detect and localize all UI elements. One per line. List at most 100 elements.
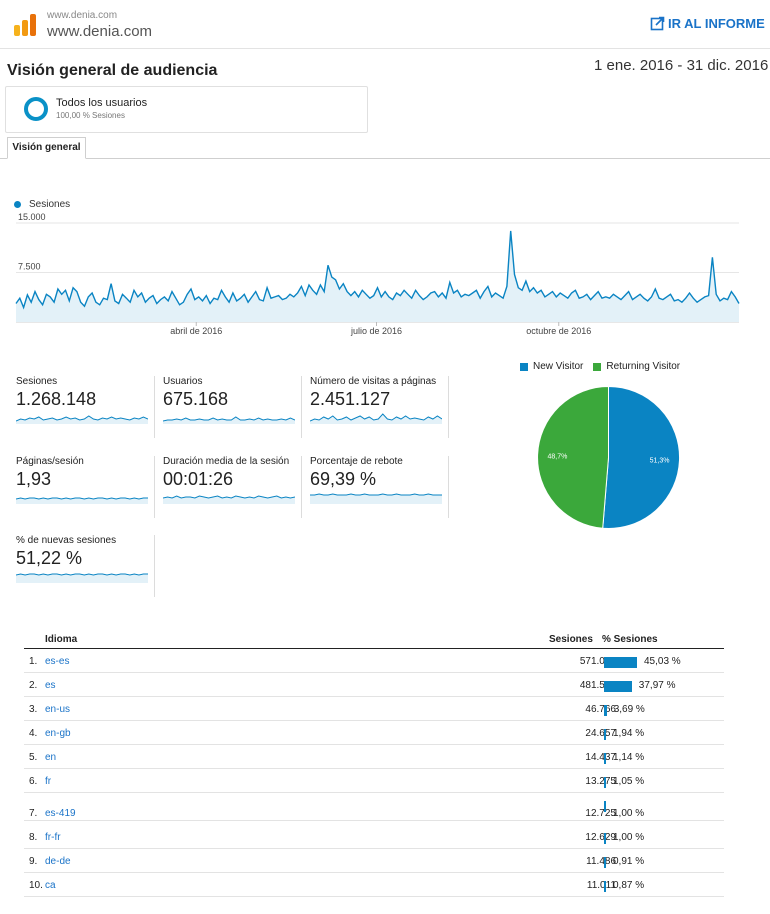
row-language-link[interactable]: ca: [45, 880, 56, 891]
metric-value: 00:01:26: [163, 469, 234, 489]
row-share-bar: [604, 681, 632, 692]
language-table: Idioma Sesiones % Sesiones 1. es-es 571.00…: [24, 634, 724, 904]
row-pct-sessions: 3,69 %: [613, 704, 645, 715]
header-divider: [0, 48, 770, 49]
metric-card[interactable]: % de nuevas sesiones 51,22 %: [16, 535, 162, 595]
metric-sparkline: [310, 413, 442, 424]
row-pct-sessions: 1,00 %: [613, 808, 645, 819]
table-row: 9. de-de 11.486 0,91 %: [24, 849, 724, 873]
segment-subtitle: 100,00 % Sesiones: [56, 111, 125, 120]
metric-value: 51,22 %: [16, 548, 83, 568]
sparkline-line: [163, 495, 295, 499]
column-header-language[interactable]: Idioma: [45, 634, 78, 645]
pie-legend-new: New Visitor: [520, 361, 583, 372]
column-header-sessions[interactable]: Sesiones: [549, 634, 593, 645]
date-range[interactable]: 1 ene. 2016 - 31 dic. 2016: [594, 57, 769, 74]
row-share-bar: [604, 801, 606, 812]
x-tick-label: abril de 2016: [170, 326, 222, 336]
row-pct-sessions: 1,00 %: [613, 832, 645, 843]
row-language-link[interactable]: es-419: [45, 808, 76, 819]
metric-value: 1,93: [16, 469, 52, 489]
row-rank: 5.: [29, 752, 38, 763]
visitor-type-pie-chart[interactable]: 51,3% 48,7%: [537, 386, 680, 529]
row-divider: [24, 672, 724, 673]
sessions-series-line: [15, 230, 740, 310]
row-divider: [24, 768, 724, 769]
row-sessions: 571.007: [579, 656, 616, 667]
sessions-area-fill: [16, 230, 739, 322]
property-url: www.denia.com: [47, 10, 118, 21]
row-language-link[interactable]: es-es: [45, 656, 70, 667]
row-sessions: 14.437: [585, 752, 616, 763]
row-divider: [24, 820, 724, 821]
segment-ring-icon: [24, 97, 48, 121]
metric-card[interactable]: Usuarios 675.168: [163, 376, 309, 436]
analytics-logo: [14, 14, 36, 36]
tab-overview[interactable]: Visión general: [7, 137, 86, 159]
y-tick-label: 15.000: [18, 212, 46, 222]
row-language-link[interactable]: fr-fr: [45, 832, 61, 843]
metric-divider: [154, 376, 155, 438]
metric-card[interactable]: Número de visitas a páginas 2.451.127: [310, 376, 456, 436]
sparkline-fill: [310, 414, 442, 424]
sessions-line-chart[interactable]: 15.000 7.500 abril de 2016 julio de 2016 oct…: [0, 212, 770, 342]
row-language-link[interactable]: en: [45, 752, 57, 763]
legend-label-returning-visitor: Returning Visitor: [606, 361, 681, 372]
row-rank: 7.: [29, 808, 38, 819]
sparkline-line: [163, 416, 295, 422]
legend-label-new-visitor: New Visitor: [533, 361, 584, 372]
legend-swatch-sesiones: [14, 201, 21, 208]
row-language-link[interactable]: en-us: [45, 704, 71, 715]
row-rank: 8.: [29, 832, 38, 843]
row-language-link[interactable]: es: [45, 680, 56, 691]
legend-swatch-new-visitor: [520, 362, 528, 371]
row-pct-sessions: 0,91 %: [613, 856, 645, 867]
metric-divider: [448, 456, 449, 518]
sparkline-line: [310, 413, 442, 422]
row-pct-sessions: 0,87 %: [613, 880, 645, 891]
pie-slice-new-visitor[interactable]: [602, 386, 680, 529]
row-share-bar: [604, 657, 637, 668]
metric-label: Duración media de la sesión: [163, 456, 290, 467]
row-language-link[interactable]: en-gb: [45, 728, 71, 739]
column-header-pct-sessions[interactable]: % Sesiones: [602, 634, 658, 645]
row-pct-sessions: 1,14 %: [613, 752, 645, 763]
row-divider: [24, 848, 724, 849]
sparkline-line: [310, 493, 442, 496]
row-share-bar: [604, 857, 606, 868]
metric-divider: [154, 456, 155, 518]
metric-divider: [301, 456, 302, 518]
page-title: Visión general de audiencia: [7, 62, 218, 79]
row-sessions: 12.725: [585, 808, 616, 819]
metric-card[interactable]: Sesiones 1.268.148: [16, 376, 162, 436]
row-divider: [24, 696, 724, 697]
row-rank: 1.: [29, 656, 38, 667]
sparkline-line: [16, 497, 148, 500]
table-row: 3. en-us 46.766 3,69 %: [24, 697, 724, 721]
metric-value: 69,39 %: [310, 469, 377, 489]
table-row: 10. ca 11.011 0,87 %: [24, 873, 724, 897]
row-language-link[interactable]: de-de: [45, 856, 71, 867]
row-rank: 6.: [29, 776, 38, 787]
row-divider: [24, 792, 724, 793]
metric-card[interactable]: Páginas/sesión 1,93: [16, 456, 162, 516]
tab-bar-divider: [0, 158, 770, 159]
sparkline-fill: [310, 494, 442, 504]
segment-card[interactable]: [5, 86, 368, 133]
row-rank: 10.: [29, 880, 43, 891]
metric-card[interactable]: Porcentaje de rebote 69,39 %: [310, 456, 456, 516]
pie-slice-returning-visitor[interactable]: [537, 386, 609, 529]
metric-divider: [301, 376, 302, 438]
metric-sparkline: [163, 416, 295, 424]
metric-label: Porcentaje de rebote: [310, 456, 403, 467]
metric-label: Páginas/sesión: [16, 456, 84, 467]
table-row: 5. en 14.437 1,14 %: [24, 745, 724, 769]
row-rank: 9.: [29, 856, 38, 867]
metric-card[interactable]: Duración media de la sesión 00:01:26: [163, 456, 309, 516]
open-report-button[interactable]: IR AL INFORME: [650, 16, 765, 31]
row-divider: [24, 720, 724, 721]
row-language-link[interactable]: fr: [45, 776, 52, 787]
metric-sparkline: [16, 497, 148, 504]
pie-slice-label: 48,7%: [547, 453, 567, 460]
row-share-bar: [604, 705, 607, 716]
